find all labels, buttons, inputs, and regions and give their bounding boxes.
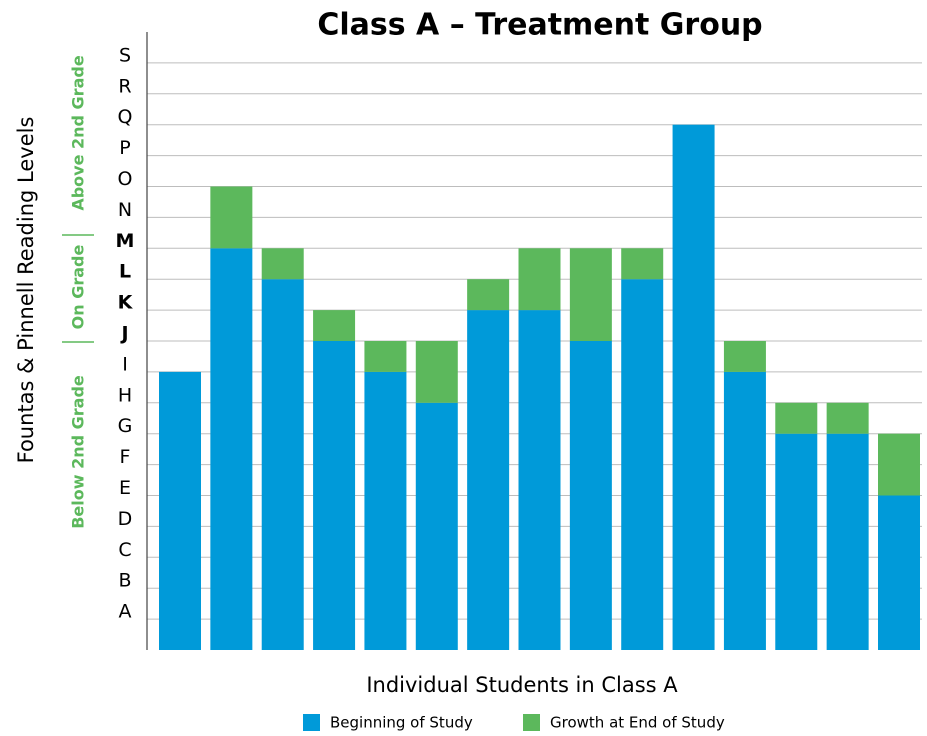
legend-swatch xyxy=(303,714,320,731)
annotation: On Grade xyxy=(69,245,88,330)
bar-segment xyxy=(826,402,869,434)
bar-segment xyxy=(672,124,715,650)
bar-segment xyxy=(313,341,356,650)
y-tick-label: I xyxy=(122,353,128,375)
bar-segment xyxy=(775,402,818,434)
legend-label: Growth at End of Study xyxy=(550,714,725,732)
y-tick-label: C xyxy=(118,539,131,561)
bar-segment xyxy=(621,248,664,280)
y-tick-label: E xyxy=(119,477,131,499)
y-tick-label: N xyxy=(118,199,132,221)
y-tick-label: G xyxy=(118,415,133,437)
bar-segment xyxy=(364,371,407,650)
bar-segment xyxy=(518,310,561,650)
bar-segment xyxy=(467,310,510,650)
bar-segment xyxy=(569,341,612,650)
bar-segment xyxy=(569,248,612,341)
legend-swatch xyxy=(523,714,540,731)
bar-segment xyxy=(159,371,201,650)
y-tick-label: S xyxy=(119,44,131,66)
bar-segment xyxy=(621,279,664,650)
y-axis-label: Fountas & Pinnell Reading Levels xyxy=(14,117,38,464)
y-tick-label: F xyxy=(120,446,131,468)
y-tick-label: K xyxy=(118,292,134,314)
y-tick-label: Q xyxy=(118,106,133,128)
bar-segment xyxy=(878,495,920,650)
y-tick-label: A xyxy=(119,601,132,623)
y-tick-label: B xyxy=(118,570,131,592)
y-tick-label: P xyxy=(119,137,130,159)
bar-segment xyxy=(364,341,407,372)
annotation: Above 2nd Grade xyxy=(69,55,88,211)
bar-segment xyxy=(723,371,766,650)
annotation: Below 2nd Grade xyxy=(69,375,88,529)
bar-segment xyxy=(723,341,766,372)
y-tick-label: J xyxy=(119,323,128,345)
bar-segment xyxy=(878,433,920,496)
bar-segment xyxy=(313,310,356,341)
chart-title: Class A – Treatment Group xyxy=(317,8,762,43)
bar-segment xyxy=(775,433,818,650)
bar-segment xyxy=(415,341,458,403)
bar-segment xyxy=(518,248,561,311)
bar-segment xyxy=(826,433,869,650)
bar-segment xyxy=(467,279,510,311)
bar-segment xyxy=(210,186,253,249)
y-tick-label: M xyxy=(116,230,135,252)
bar-segment xyxy=(415,402,458,650)
y-tick-label: H xyxy=(118,384,132,406)
y-tick-label: L xyxy=(119,261,131,283)
bar-segment xyxy=(261,279,304,650)
y-tick-label: O xyxy=(118,168,133,190)
y-tick-label: D xyxy=(118,508,133,530)
y-tick-label: R xyxy=(118,75,131,97)
legend-label: Beginning of Study xyxy=(330,714,473,732)
bar-segment xyxy=(261,248,304,280)
x-axis-label: Individual Students in Class A xyxy=(366,673,678,697)
bar-segment xyxy=(210,248,253,651)
